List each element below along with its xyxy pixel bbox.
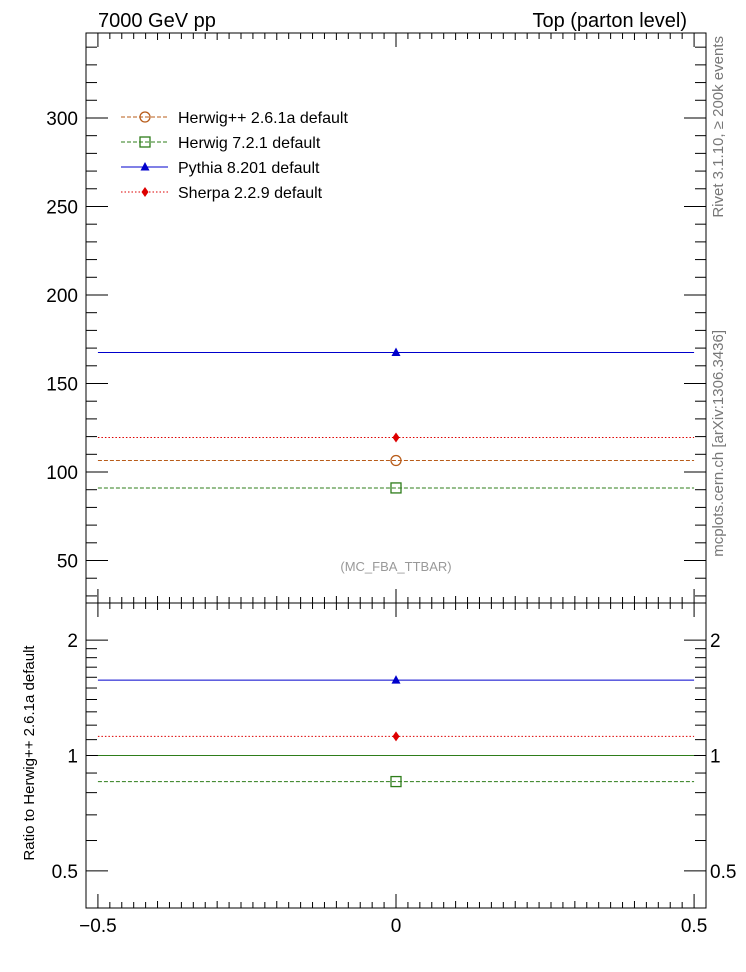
chart-canvas: 7000 GeV pp Top (parton level) Rivet 3.1…: [0, 0, 746, 972]
ratio-y-tick-label-right: 0.5: [710, 862, 736, 883]
analysis-watermark: (MC_FBA_TTBAR): [340, 559, 451, 574]
series-marker-3: [393, 432, 400, 442]
ratio-y-tick-label-left: 1: [67, 747, 78, 768]
legend-marker-3: [142, 187, 149, 197]
ratio-y-tick-label-left: 0.5: [52, 862, 78, 883]
header-right: Top (parton level): [532, 10, 687, 32]
y-tick-label: 150: [46, 374, 78, 395]
x-tick-label: −0.5: [79, 916, 117, 937]
mcplots-label: mcplots.cern.ch [arXiv:1306.3436]: [710, 330, 727, 557]
main-panel: 50 100 150 200 250 300 Herwig++ 2.6.1a default…: [46, 33, 706, 603]
ratio-y-tick-label-left: 2: [67, 631, 78, 652]
legend-label-3: Sherpa 2.2.9 default: [178, 185, 323, 202]
ratio-y-axis-label: Ratio to Herwig++ 2.6.1a default: [21, 645, 38, 861]
series-marker-2: [392, 348, 401, 357]
ratio-series-marker-2: [392, 675, 401, 684]
y-tick-label: 250: [46, 197, 78, 218]
x-tick-label: 0: [391, 916, 402, 937]
y-tick-label: 200: [46, 286, 78, 307]
legend-marker-2: [141, 162, 150, 171]
y-tick-label: 50: [57, 552, 78, 573]
ratio-y-tick-label-right: 1: [710, 747, 721, 768]
x-tick-label: 0.5: [681, 916, 707, 937]
ratio-y-tick-label-right: 2: [710, 631, 721, 652]
legend-label-1: Herwig 7.2.1 default: [178, 135, 321, 152]
legend: Herwig++ 2.6.1a default Herwig 7.2.1 defa…: [121, 110, 348, 202]
ratio-series-marker-3: [393, 731, 400, 741]
y-tick-label: 300: [46, 109, 78, 130]
legend-label-2: Pythia 8.201 default: [178, 160, 320, 177]
header-left: 7000 GeV pp: [98, 10, 216, 32]
rivet-version-label: Rivet 3.1.10, ≥ 200k events: [710, 36, 727, 218]
y-tick-label: 100: [46, 463, 78, 484]
legend-label-0: Herwig++ 2.6.1a default: [178, 110, 348, 127]
ratio-panel: 0.5 0.5 1 1 2 2 −0.5 0 0.5: [52, 603, 737, 937]
